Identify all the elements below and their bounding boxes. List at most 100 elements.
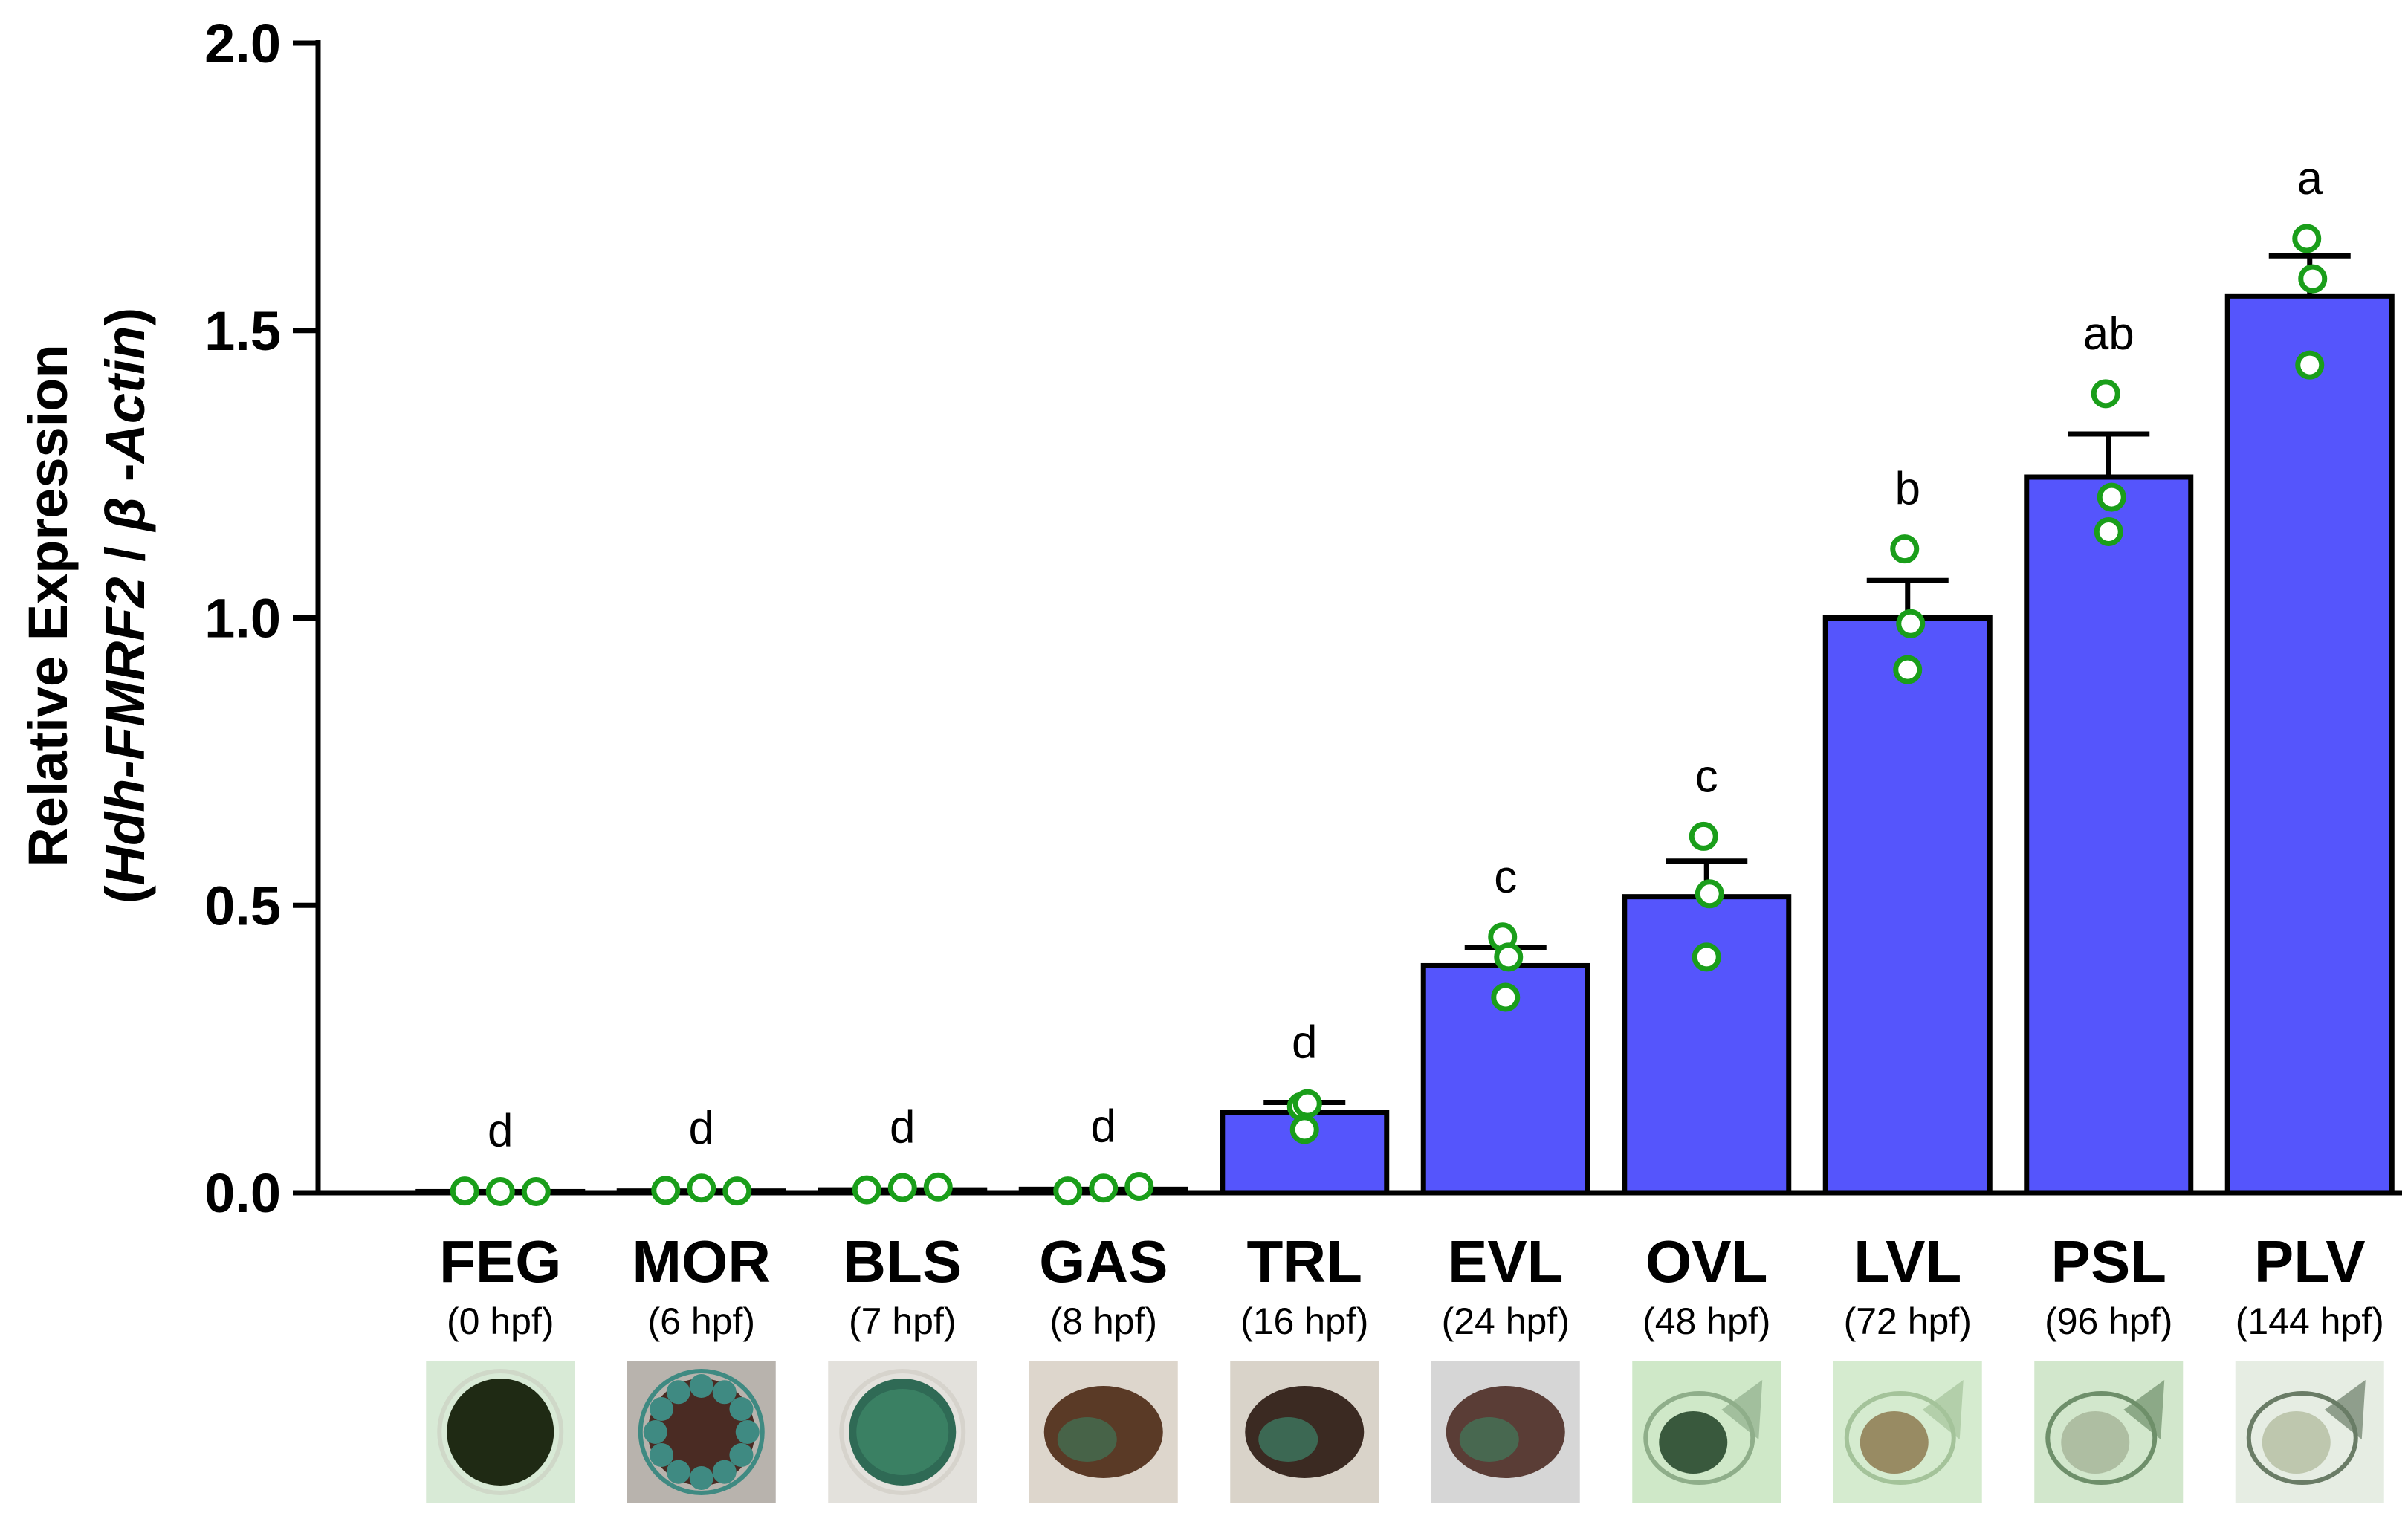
data-point	[1695, 879, 1724, 909]
timepoint-label: (0 hpf)	[447, 1300, 554, 1342]
blastomere	[712, 1460, 737, 1484]
significance-letter: d	[1091, 1101, 1116, 1152]
blastomere	[689, 1466, 713, 1490]
timepoint-label: (16 hpf)	[1240, 1300, 1368, 1342]
blastomere	[643, 1420, 667, 1444]
y-tick-label: 2.0	[204, 13, 281, 74]
morula-photo	[627, 1361, 776, 1503]
stage-photos	[426, 1361, 2384, 1503]
category-label: LVL	[1854, 1228, 1961, 1295]
timepoint-label: (144 hpf)	[2236, 1300, 2384, 1342]
bar-OVL	[1622, 894, 1792, 1196]
data-point	[2292, 224, 2322, 253]
category-label: FEG	[439, 1228, 561, 1295]
blastomere	[650, 1443, 674, 1467]
data-point	[1053, 1176, 1083, 1206]
data-point	[1896, 609, 1926, 638]
y-axis-title-part: Actin	[94, 326, 156, 465]
y-axis-title: Relative Expression(Hdh-FMRF2 / β -Actin…	[17, 308, 156, 904]
data-points	[450, 224, 2328, 1206]
velum	[1721, 1380, 1763, 1439]
trochophore-photo	[1230, 1361, 1379, 1503]
bar-PLV	[2224, 293, 2395, 1196]
significance-letter: b	[1895, 464, 1920, 515]
data-point	[1692, 942, 1721, 972]
bar-LVL	[1822, 615, 1993, 1196]
fertilized-egg-photo	[426, 1361, 575, 1503]
blastula-photo	[828, 1361, 977, 1503]
y-axis-title-part: )	[94, 308, 156, 326]
data-point	[521, 1176, 551, 1206]
significance-letter: a	[2297, 153, 2323, 204]
blastomere	[712, 1380, 737, 1405]
velum	[1922, 1380, 1964, 1439]
blastomere	[729, 1397, 754, 1421]
data-point	[1292, 1089, 1322, 1118]
data-point	[2298, 264, 2328, 294]
larval-body	[2262, 1411, 2331, 1474]
data-point	[687, 1173, 716, 1203]
significance-letter: c	[1494, 852, 1517, 903]
embryo-body	[647, 1379, 755, 1486]
x-category-labels: FEG (0 hpf) MOR (6 hpf) BLS (7 hpf) GAS (8 hpf)…	[439, 1228, 2384, 1342]
y-axis-title-part: (	[94, 885, 156, 904]
significance-letter: d	[488, 1106, 513, 1157]
larval-shell	[1643, 1391, 1755, 1485]
data-point	[1890, 534, 1920, 564]
y-ticks: 0.0 0.5 1.0 1.5 2.0	[204, 13, 318, 1224]
timepoint-label: (8 hpf)	[1049, 1300, 1157, 1342]
data-point	[2094, 516, 2123, 546]
data-point	[887, 1173, 917, 1202]
data-point	[1893, 655, 1923, 684]
timepoint-label: (24 hpf)	[1442, 1300, 1570, 1342]
larval-shell	[2045, 1391, 2158, 1485]
data-point	[1089, 1173, 1119, 1203]
embryo-membrane	[437, 1369, 564, 1495]
blastomere	[729, 1443, 754, 1467]
post-larva-photo	[2235, 1361, 2384, 1503]
significance-letter: c	[1695, 751, 1718, 802]
timepoint-label: (72 hpf)	[1844, 1300, 1972, 1342]
data-point	[1124, 1171, 1154, 1201]
timepoint-label: (48 hpf)	[1642, 1300, 1770, 1342]
early-veliger-photo	[1431, 1361, 1580, 1503]
significance-letter: ab	[2083, 308, 2134, 360]
significance-letter: d	[689, 1103, 714, 1154]
larval-body	[1659, 1411, 1728, 1474]
data-point	[450, 1176, 479, 1206]
data-point	[1289, 1115, 1319, 1144]
y-tick-label: 1.0	[204, 588, 281, 650]
data-point	[2295, 350, 2325, 380]
data-point	[2097, 482, 2126, 512]
timepoint-label: (6 hpf)	[647, 1300, 755, 1342]
embryo-tissue	[1057, 1417, 1117, 1462]
category-label: TRL	[1246, 1228, 1362, 1295]
cell-mass	[856, 1389, 949, 1475]
embryo-membrane	[638, 1369, 765, 1495]
category-label: PSL	[2051, 1228, 2166, 1295]
y-axis-title-line2: (Hdh-FMRF2 / β -Actin)	[94, 308, 156, 904]
y-axis-title-part: Hdh-FMRF2	[94, 577, 156, 885]
pre-settlement-larva-photo	[2034, 1361, 2184, 1503]
data-point	[1491, 982, 1521, 1012]
data-point	[1689, 821, 1718, 851]
significance-letter: d	[1292, 1017, 1317, 1069]
category-label: OVL	[1645, 1228, 1767, 1295]
y-axis-title-part: -	[94, 464, 156, 497]
y-tick-label: 0.5	[204, 875, 281, 936]
bar-PSL	[2024, 474, 2194, 1196]
larval-body	[1860, 1411, 1929, 1474]
data-point	[1494, 942, 1524, 972]
velum	[2324, 1380, 2366, 1439]
embryo-tissue	[1459, 1417, 1519, 1462]
old-veliger-photo	[1632, 1361, 1781, 1503]
data-point	[722, 1176, 752, 1206]
velum	[2123, 1380, 2165, 1439]
category-label: GAS	[1039, 1228, 1168, 1295]
larval-body	[2061, 1411, 2130, 1474]
blastomere	[666, 1380, 690, 1405]
significance-letters: d d d d d c c b ab a	[488, 153, 2323, 1157]
data-point	[852, 1175, 881, 1205]
